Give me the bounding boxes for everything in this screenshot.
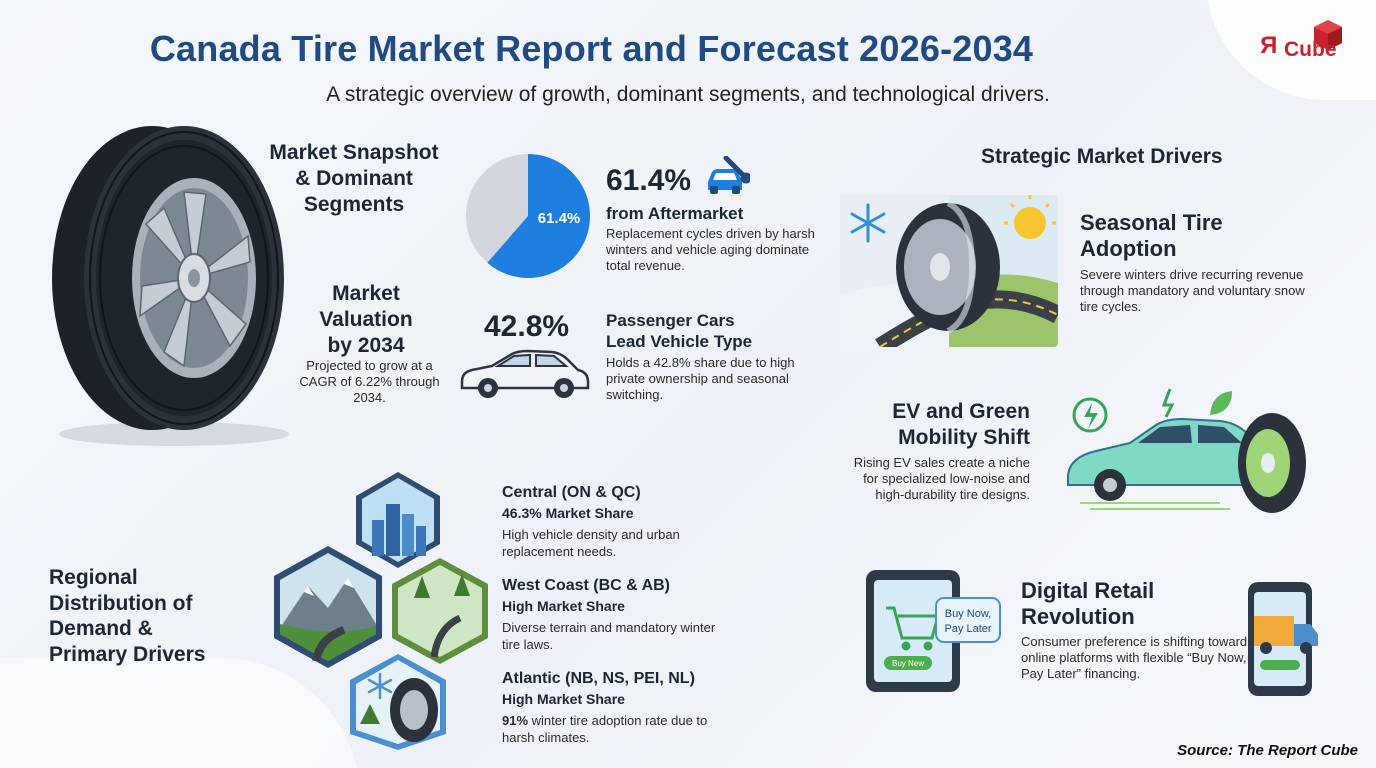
region-description-rest: winter tire adoption rate due to harsh c… bbox=[502, 713, 708, 745]
bnpl-bubble-line: Pay Later bbox=[944, 623, 991, 635]
snapshot-heading: Market Snapshot & Dominant Segments bbox=[252, 140, 456, 218]
ev-car-illustration bbox=[1067, 388, 1306, 513]
sun-icon bbox=[1004, 195, 1056, 239]
digital-retail-illustration: Buy New Buy Now, Pay Later bbox=[866, 570, 1001, 692]
forest-hexagon bbox=[392, 558, 488, 664]
ev-heading-line: Mobility Shift bbox=[898, 426, 1030, 449]
page-subtitle: A strategic overview of growth, dominant… bbox=[326, 83, 1050, 106]
region-name: West Coast (BC & AB) bbox=[502, 577, 671, 594]
regional-heading-line: Regional bbox=[49, 566, 138, 589]
logo-letter: R bbox=[1260, 32, 1278, 59]
regional-heading-line: Demand & bbox=[49, 617, 153, 640]
shopping-cart-icon bbox=[886, 606, 940, 651]
aftermarket-heading: from Aftermarket bbox=[606, 204, 744, 223]
regional-heading-line: Primary Drivers bbox=[49, 642, 206, 666]
page-title: Canada Tire Market Report and Forecast 2… bbox=[149, 28, 1034, 69]
city-hexagon bbox=[356, 472, 440, 568]
region-central: Central (ON & QC) 46.3% Market Share Hig… bbox=[502, 484, 732, 560]
passenger-heading-line: Lead Vehicle Type bbox=[606, 332, 753, 351]
bnpl-bubble-line: Buy Now, bbox=[945, 608, 991, 620]
passenger-heading-line: Passenger Cars bbox=[606, 311, 735, 330]
charging-icon bbox=[1072, 397, 1108, 433]
region-description: 91% winter tire adoption rate due to har… bbox=[502, 712, 732, 746]
valuation-heading: Market Valuation by 2034 bbox=[296, 281, 436, 359]
aftermarket-pie-chart: 61.4% bbox=[466, 154, 590, 278]
digital-heading: Digital Retail Revolution bbox=[1021, 578, 1221, 630]
passenger-value: 42.8% bbox=[484, 310, 570, 343]
ev-heading: EV and Green Mobility Shift bbox=[860, 399, 1030, 451]
region-share: High Market Share bbox=[502, 598, 625, 614]
region-share: High Market Share bbox=[502, 691, 625, 707]
report-cube-logo: R Cube bbox=[1256, 18, 1348, 66]
tire-illustration bbox=[52, 126, 289, 446]
regional-heading: Regional Distribution of Demand & Primar… bbox=[49, 565, 239, 667]
regional-hexagon-illustration bbox=[274, 472, 488, 750]
snowflake-icon bbox=[367, 672, 393, 700]
logo-text: Cube bbox=[1284, 38, 1337, 61]
leaf-icon bbox=[1210, 391, 1232, 415]
snapshot-heading-line: Market Snapshot bbox=[269, 141, 439, 164]
snow-tire-hexagon bbox=[350, 654, 446, 750]
region-west-coast: West Coast (BC & AB) High Market Share D… bbox=[502, 577, 732, 653]
digital-heading-line: Revolution bbox=[1021, 604, 1135, 629]
ev-description: Rising EV sales create a niche for speci… bbox=[853, 455, 1030, 502]
region-name: Atlantic (NB, NS, PEI, NL) bbox=[502, 670, 695, 687]
pie-slice-other bbox=[466, 154, 528, 263]
ev-heading-line: EV and Green bbox=[892, 400, 1030, 423]
pie-label: 61.4% bbox=[538, 210, 581, 227]
valuation-description: Projected to grow at a CAGR of 6.22% thr… bbox=[299, 358, 440, 405]
seasonal-heading-line: Adoption bbox=[1080, 236, 1177, 261]
region-description: Diverse terrain and mandatory winter tir… bbox=[502, 620, 716, 652]
seasonal-description: Severe winters drive recurring revenue t… bbox=[1080, 267, 1305, 314]
buy-new-button: Buy New bbox=[892, 659, 924, 668]
pie-slice-aftermarket bbox=[487, 154, 590, 278]
seasonal-heading-line: Seasonal Tire bbox=[1080, 210, 1223, 235]
snapshot-heading-line: Segments bbox=[303, 193, 405, 216]
region-share: 46.3% Market Share bbox=[502, 505, 634, 521]
drivers-heading: Strategic Market Drivers bbox=[981, 145, 1223, 168]
delivery-truck-icon bbox=[1254, 616, 1318, 654]
passenger-description: Holds a 42.8% share due to high private … bbox=[606, 355, 795, 402]
snapshot-heading-line: & Dominant bbox=[295, 167, 413, 190]
valuation-heading-line: Valuation bbox=[319, 308, 413, 331]
valuation-heading-line: Market bbox=[332, 282, 400, 305]
region-atlantic: Atlantic (NB, NS, PEI, NL) High Market S… bbox=[502, 670, 732, 746]
passenger-heading: Passenger Cars Lead Vehicle Type bbox=[606, 310, 806, 352]
passenger-car-icon bbox=[460, 349, 590, 398]
region-highlight: 91% bbox=[502, 713, 529, 728]
digital-description: Consumer preference is shifting toward o… bbox=[1021, 634, 1248, 681]
source-note: Source: The Report Cube bbox=[1177, 742, 1358, 759]
aftermarket-description: Replacement cycles driven by harsh winte… bbox=[606, 226, 815, 273]
seasonal-tire-illustration bbox=[840, 195, 1058, 347]
regional-heading-line: Distribution of bbox=[49, 591, 193, 615]
cube-icon bbox=[1314, 20, 1342, 50]
valuation-heading-line: by 2034 bbox=[327, 334, 405, 357]
delivery-phone-illustration bbox=[1248, 582, 1318, 696]
aftermarket-value: 61.4% bbox=[606, 164, 692, 197]
seasonal-heading: Seasonal Tire Adoption bbox=[1080, 210, 1280, 262]
digital-heading-line: Digital Retail bbox=[1021, 578, 1155, 603]
region-description: High vehicle density and urban replaceme… bbox=[502, 527, 680, 559]
mountain-hexagon bbox=[274, 546, 382, 668]
snowflake-icon bbox=[850, 203, 886, 243]
car-repair-icon bbox=[708, 156, 750, 194]
region-name: Central (ON & QC) bbox=[502, 484, 641, 501]
